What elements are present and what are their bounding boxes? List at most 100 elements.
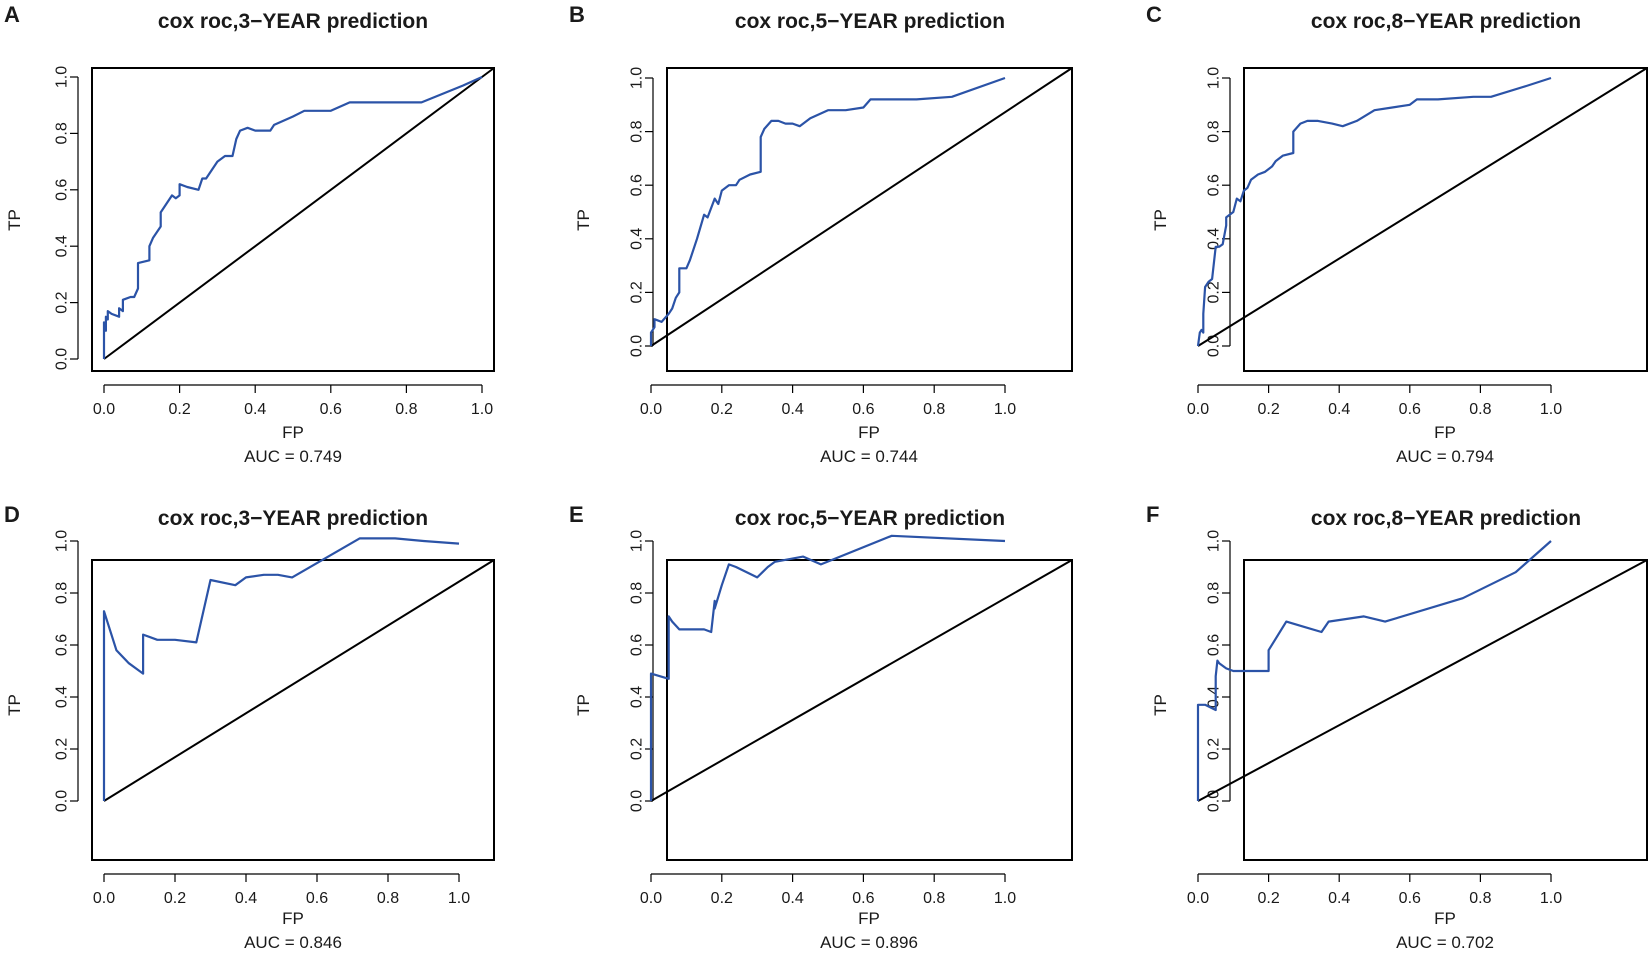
axes: 0.0 0.2 0.4 0.6 0.8 1.0 0.0 0.2 0.4 0.6 0.8 1.0 — [629, 67, 1073, 418]
x-tick-label: 0.4 — [1328, 401, 1350, 418]
panel-letter: D — [4, 502, 20, 527]
x-tick-label: 0.4 — [244, 401, 266, 418]
y-tick-label: 1.0 — [629, 530, 646, 552]
chart-title: cox roc,3−YEAR prediction — [158, 507, 428, 530]
y-tick-label: 0.2 — [1206, 281, 1223, 303]
y-tick-label: 0.6 — [629, 634, 646, 656]
axes: 0.0 0.2 0.4 0.6 0.8 1.0 0.0 0.2 0.4 0.6 0.8 1.0 — [54, 66, 495, 418]
x-axis-label: FP — [858, 909, 880, 928]
x-tick-label: 0.8 — [1469, 890, 1491, 907]
y-tick-label: 1.0 — [1206, 67, 1223, 89]
chart-title: cox roc,8−YEAR prediction — [1311, 10, 1581, 33]
auc-label: AUC = 0.896 — [820, 933, 918, 952]
roc-curve — [102, 537, 460, 801]
y-tick-label: 0.4 — [629, 228, 646, 250]
axes: 0.0 0.2 0.4 0.6 0.8 1.0 0.0 0.2 0.4 0.6 0.8 1.0 — [1187, 67, 1648, 418]
diagonal-reference-line — [1197, 559, 1648, 802]
y-tick-label: 0.8 — [54, 122, 71, 144]
y-tick-label: 0.4 — [1206, 686, 1223, 708]
chart-title: cox roc,8−YEAR prediction — [1311, 507, 1581, 530]
x-tick-label: 0.0 — [93, 401, 115, 418]
diagonal-reference-line — [1197, 67, 1648, 347]
roc-curve — [649, 534, 1006, 801]
chart-title: cox roc,3−YEAR prediction — [158, 10, 428, 33]
chart-title: cox roc,5−YEAR prediction — [735, 507, 1005, 530]
panel-c: C cox roc,8−YEAR prediction 0.0 0.2 0.4 0.6… — [1146, 2, 1648, 466]
x-tick-label: 0.0 — [640, 401, 662, 418]
x-tick-label: 0.4 — [1328, 890, 1350, 907]
y-tick-label: 0.8 — [629, 120, 646, 142]
x-tick-label: 0.8 — [923, 890, 945, 907]
x-tick-label: 0.6 — [320, 401, 342, 418]
x-axis-label: FP — [282, 909, 304, 928]
y-tick-label: 0.0 — [629, 335, 646, 357]
axes: 0.0 0.2 0.4 0.6 0.8 1.0 0.0 0.2 0.4 0.6 0.8 1.0 — [54, 530, 495, 907]
y-tick-label: 0.4 — [54, 686, 71, 708]
y-tick-label: 0.2 — [54, 291, 71, 313]
y-tick-label: 0.4 — [1206, 228, 1223, 250]
x-tick-label: 0.0 — [640, 890, 662, 907]
x-tick-label: 0.0 — [1187, 890, 1209, 907]
y-tick-label: 0.8 — [1206, 120, 1223, 142]
y-axis-label: TP — [574, 694, 593, 716]
y-tick-label: 1.0 — [1206, 530, 1223, 552]
y-tick-label: 1.0 — [54, 530, 71, 552]
x-tick-label: 1.0 — [1540, 401, 1562, 418]
plot-frame — [666, 559, 1073, 861]
panel-letter: C — [1146, 2, 1162, 27]
x-tick-label: 1.0 — [994, 401, 1016, 418]
chart-title: cox roc,5−YEAR prediction — [735, 10, 1005, 33]
roc-curve — [1196, 76, 1552, 347]
y-tick-label: 0.6 — [1206, 634, 1223, 656]
y-axis-label: TP — [5, 694, 24, 716]
diagonal-reference-line — [103, 67, 495, 360]
y-tick-label: 0.2 — [54, 738, 71, 760]
x-tick-label: 0.2 — [164, 890, 186, 907]
diagonal-reference-line — [103, 559, 495, 802]
y-tick-label: 0.2 — [629, 738, 646, 760]
y-tick-label: 0.0 — [629, 790, 646, 812]
y-tick-label: 0.0 — [54, 790, 71, 812]
y-tick-label: 0.0 — [54, 348, 71, 370]
y-axis-label: TP — [574, 209, 593, 231]
x-tick-label: 0.2 — [711, 401, 733, 418]
auc-label: AUC = 0.749 — [244, 447, 342, 466]
diagonal-reference-line — [650, 559, 1073, 802]
x-tick-label: 0.8 — [1469, 401, 1491, 418]
x-tick-label: 0.6 — [1399, 401, 1421, 418]
auc-label: AUC = 0.744 — [820, 447, 918, 466]
panel-d: D cox roc,3−YEAR prediction 0.0 0.2 0.4 0.6… — [4, 502, 495, 952]
roc-curve — [1196, 540, 1552, 801]
y-tick-label: 0.6 — [629, 174, 646, 196]
panel-letter: F — [1146, 502, 1159, 527]
y-tick-label: 0.0 — [1206, 335, 1223, 357]
axes: 0.0 0.2 0.4 0.6 0.8 1.0 0.0 0.2 0.4 0.6 0.8 1.0 — [629, 530, 1073, 907]
auc-label: AUC = 0.702 — [1396, 933, 1494, 952]
x-tick-label: 0.2 — [711, 890, 733, 907]
x-tick-label: 0.0 — [93, 890, 115, 907]
y-tick-label: 0.2 — [629, 281, 646, 303]
x-tick-label: 0.2 — [1257, 890, 1279, 907]
x-tick-label: 0.0 — [1187, 401, 1209, 418]
y-tick-label: 0.8 — [1206, 582, 1223, 604]
y-tick-label: 1.0 — [54, 66, 71, 88]
y-tick-label: 0.2 — [1206, 738, 1223, 760]
x-tick-label: 0.2 — [168, 401, 190, 418]
y-tick-label: 0.8 — [54, 582, 71, 604]
x-axis-label: FP — [282, 423, 304, 442]
panel-e: E cox roc,5−YEAR prediction 0.0 0.2 0.4 0.6… — [569, 502, 1073, 952]
x-axis-label: FP — [1434, 423, 1456, 442]
y-axis-label: TP — [5, 209, 24, 231]
panel-f: F cox roc,8−YEAR prediction 0.0 0.2 0.4 0.6… — [1146, 502, 1648, 952]
y-tick-label: 0.6 — [1206, 174, 1223, 196]
x-tick-label: 1.0 — [448, 890, 470, 907]
roc-curve — [649, 76, 1006, 346]
x-axis-label: FP — [858, 423, 880, 442]
plot-frame — [666, 67, 1073, 372]
y-tick-label: 0.4 — [54, 235, 71, 257]
y-tick-label: 0.4 — [629, 686, 646, 708]
plot-frame — [1243, 559, 1648, 861]
x-tick-label: 0.2 — [1257, 401, 1279, 418]
roc-curve — [102, 75, 483, 359]
x-tick-label: 0.6 — [852, 401, 874, 418]
